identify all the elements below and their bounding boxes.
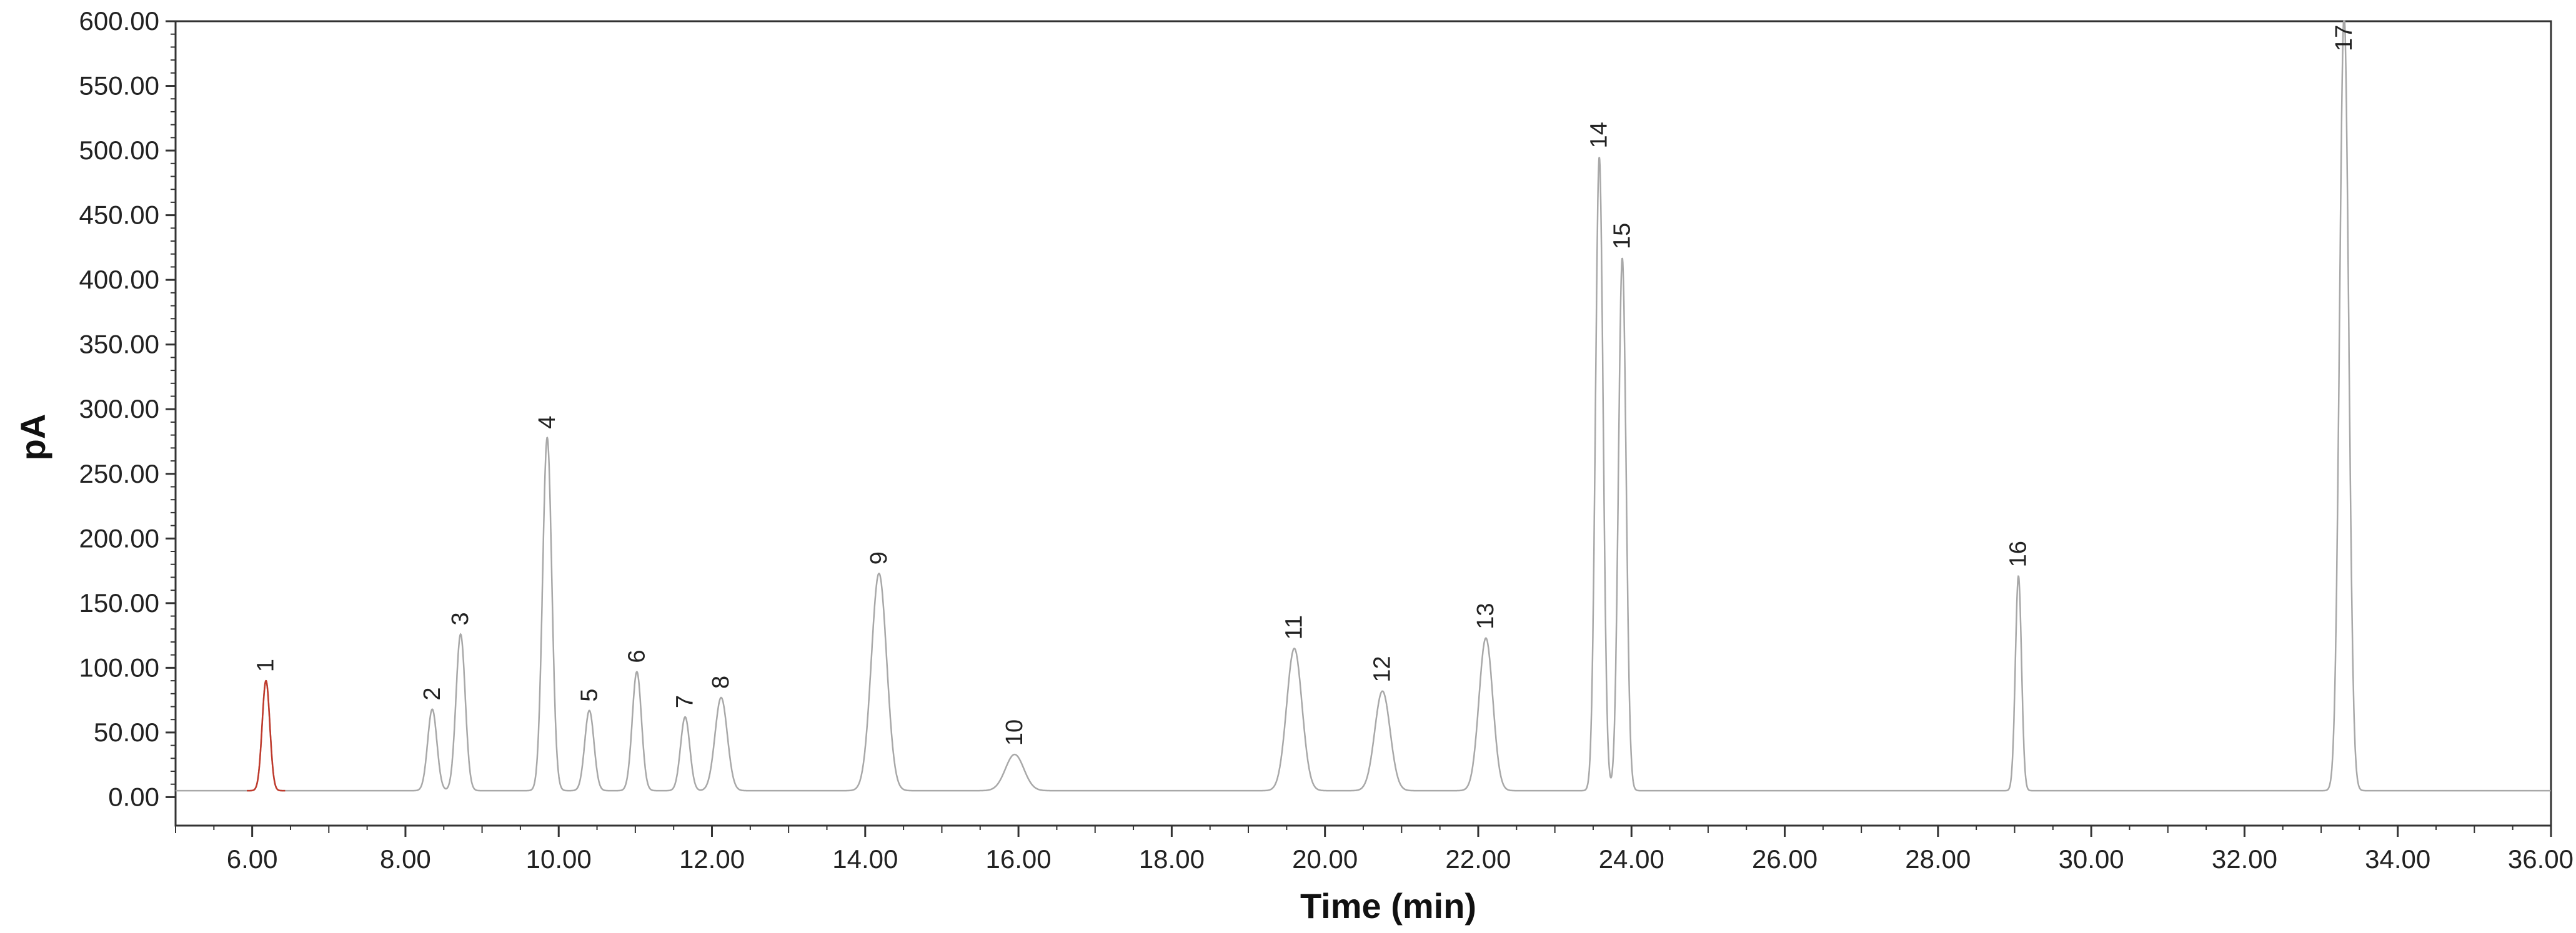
peak-label: 8 [708,676,734,689]
y-tick-label: 250.00 [79,459,159,488]
peak-label: 15 [1609,223,1636,249]
x-tick-label: 12.00 [679,844,745,874]
signal-line [176,20,2551,792]
peak-label: 5 [576,689,602,702]
x-tick-label: 22.00 [1445,844,1511,874]
y-tick-label: 550.00 [79,71,159,101]
y-tick-label: 50.00 [94,718,159,747]
peak-label: 4 [534,416,560,429]
y-tick-label: 450.00 [79,200,159,230]
x-tick-label: 8.00 [380,844,431,874]
y-tick-label: 300.00 [79,394,159,423]
peak-1-highlight [247,679,286,792]
peak-label: 9 [866,551,892,565]
x-tick-label: 16.00 [986,844,1052,874]
peak-label: 12 [1370,656,1396,682]
peak-label: 14 [1586,122,1613,148]
x-tick-label: 32.00 [2212,844,2277,874]
x-tick-label: 20.00 [1292,844,1358,874]
y-tick-label: 350.00 [79,330,159,359]
x-tick-label: 10.00 [526,844,592,874]
peak-label: 17 [2331,25,2357,51]
y-tick-label: 150.00 [79,588,159,618]
peak-label: 11 [1281,615,1308,639]
peak-label: 7 [672,695,699,708]
peak-label: 13 [1473,603,1499,629]
x-axis-title: Time (min) [1300,886,1476,926]
y-tick-label: 0.00 [108,782,159,811]
x-tick-label: 36.00 [2508,844,2574,874]
peak-label: 16 [2006,541,2032,567]
peak-label: 3 [447,612,474,625]
x-tick-label: 14.00 [832,844,898,874]
y-tick-label: 200.00 [79,523,159,553]
x-tick-label: 34.00 [2365,844,2430,874]
peak-label: 1 [253,659,279,672]
y-tick-label: 100.00 [79,653,159,682]
x-tick-label: 6.00 [227,844,278,874]
x-tick-label: 28.00 [1905,844,1971,874]
x-tick-label: 26.00 [1752,844,1818,874]
y-axis-ticks: 0.00 50.00 100.00 150.00 200.00 250.00 300.00 3… [79,6,176,811]
x-tick-label: 30.00 [2059,844,2124,874]
peak-label: 6 [624,649,650,663]
x-tick-label: 18.00 [1139,844,1205,874]
plot-frame [174,20,2552,827]
chromatogram-trace [176,20,2551,792]
y-tick-label: 500.00 [79,136,159,165]
y-axis-title: pA [13,414,52,461]
y-tick-label: 600.00 [79,6,159,36]
peak-label: 2 [419,687,445,700]
x-axis-ticks: 6.00 8.00 10.00 12.00 14.00 16.00 18.00 20.00 22… [175,826,2574,874]
peak-label: 10 [1002,719,1028,746]
x-tick-label: 24.00 [1599,844,1664,874]
y-tick-label: 400.00 [79,265,159,294]
